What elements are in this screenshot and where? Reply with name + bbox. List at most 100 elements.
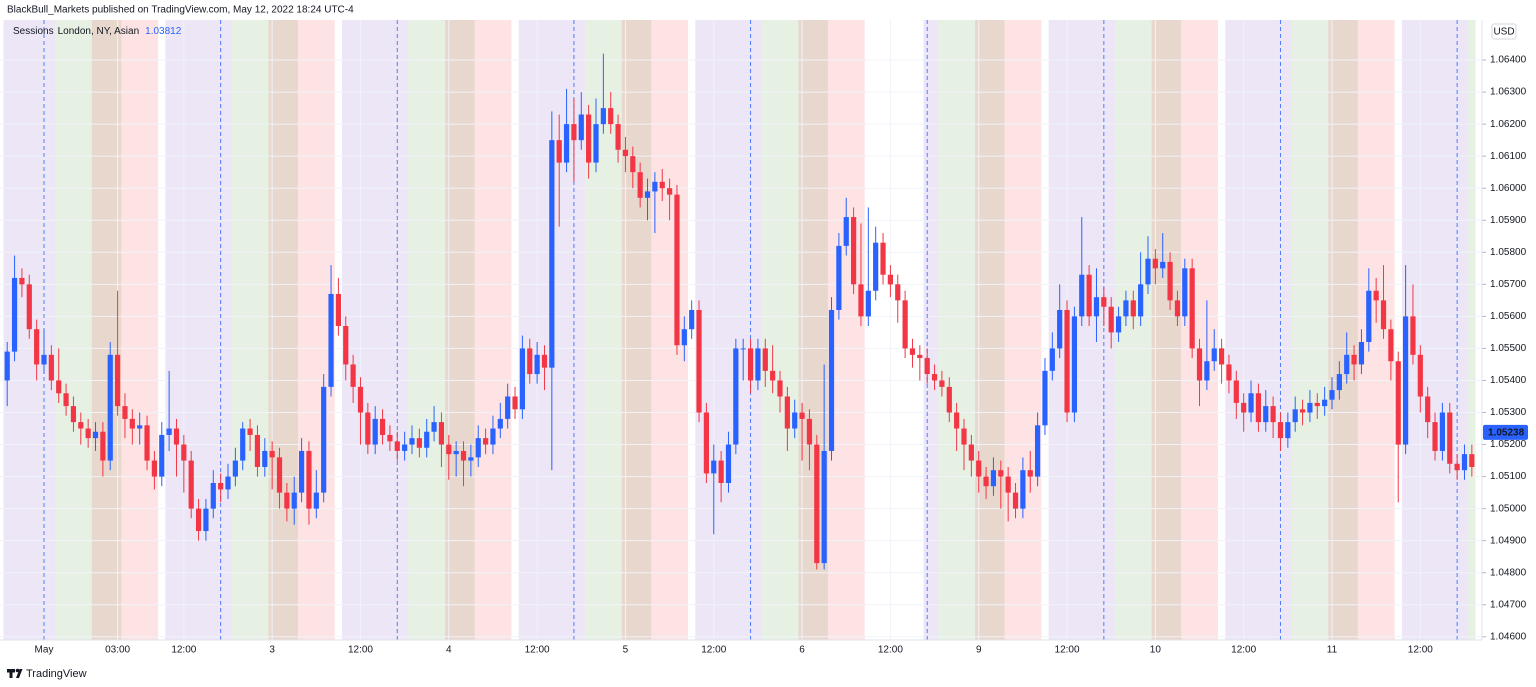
candle-body bbox=[851, 217, 857, 285]
session-band bbox=[445, 20, 512, 640]
session-band bbox=[1291, 20, 1358, 640]
session-band bbox=[695, 20, 762, 640]
candle-body bbox=[210, 482, 216, 509]
y-tick-label: 1.05800 bbox=[1490, 247, 1527, 258]
x-tick-label: 12:00 bbox=[525, 645, 550, 656]
candle-body bbox=[92, 431, 99, 439]
candle-body bbox=[357, 386, 364, 413]
candle-body bbox=[681, 329, 687, 346]
x-tick-label: 12:00 bbox=[348, 645, 373, 656]
candle-body bbox=[409, 438, 415, 445]
candle-body bbox=[836, 245, 842, 310]
candle-body bbox=[747, 348, 754, 381]
candle-body bbox=[137, 425, 143, 429]
candle-body bbox=[740, 348, 746, 350]
candle-body bbox=[1469, 454, 1475, 467]
session-band bbox=[165, 20, 232, 640]
candle-body bbox=[652, 181, 658, 192]
candle-body bbox=[770, 370, 776, 381]
candle-body bbox=[107, 354, 113, 461]
currency-box[interactable] bbox=[1491, 23, 1517, 40]
candle-body bbox=[262, 450, 268, 467]
candle-body bbox=[365, 412, 371, 445]
header: BlackBull_Markets published on TradingVi… bbox=[7, 5, 354, 16]
session-band bbox=[268, 20, 335, 640]
candle-body bbox=[689, 309, 695, 330]
candle-body bbox=[1395, 361, 1401, 445]
footer: TradingView bbox=[26, 668, 87, 680]
candle-body bbox=[821, 450, 827, 564]
candle-body bbox=[1130, 300, 1136, 317]
candle-body bbox=[1189, 268, 1195, 349]
candle-body bbox=[1425, 396, 1431, 423]
candle-body bbox=[1270, 406, 1276, 423]
candle-body bbox=[431, 422, 437, 432]
candle-body bbox=[902, 300, 908, 349]
x-tick-label: 5 bbox=[623, 645, 629, 656]
candle-body bbox=[806, 418, 813, 445]
candle-body bbox=[644, 191, 651, 198]
indicator-value: 1.03812 bbox=[145, 26, 182, 37]
candle-body bbox=[306, 450, 312, 509]
candle-body bbox=[56, 380, 62, 394]
candle-body bbox=[424, 431, 430, 448]
last-price-label: 1.05238 bbox=[1488, 428, 1525, 439]
candle-body bbox=[1322, 399, 1328, 407]
currency[interactable]: USD bbox=[1493, 27, 1514, 38]
candle-body bbox=[622, 149, 629, 157]
candle-body bbox=[225, 476, 231, 490]
x-tick-label: 6 bbox=[799, 645, 805, 656]
candle-body bbox=[350, 364, 356, 387]
candle-body bbox=[1005, 476, 1011, 493]
candle-body bbox=[122, 406, 128, 419]
session-band bbox=[1151, 20, 1218, 640]
candle-body bbox=[1174, 300, 1181, 317]
candle-body bbox=[659, 181, 665, 189]
candle-body bbox=[438, 422, 445, 445]
candle-body bbox=[1152, 258, 1158, 269]
session-band bbox=[975, 20, 1042, 640]
candle-body bbox=[865, 290, 871, 317]
candle-body bbox=[181, 444, 187, 461]
candle-body bbox=[313, 492, 319, 509]
y-tick-label: 1.04800 bbox=[1490, 567, 1527, 578]
session-layer bbox=[3, 20, 1476, 640]
candle-body bbox=[379, 418, 386, 435]
y-tick-label: 1.04700 bbox=[1490, 599, 1527, 610]
candle-body bbox=[1344, 354, 1350, 375]
session-band bbox=[91, 20, 159, 640]
candle-body bbox=[1071, 316, 1077, 413]
candle-body bbox=[1182, 268, 1188, 317]
candle-body bbox=[1167, 261, 1173, 301]
candle-body bbox=[895, 284, 901, 301]
candle-body bbox=[637, 172, 643, 198]
candle-body bbox=[394, 441, 400, 451]
tradingview-logo bbox=[7, 668, 23, 678]
candle-body bbox=[144, 425, 150, 461]
candle-body bbox=[1299, 409, 1306, 413]
candle-body bbox=[990, 470, 997, 487]
x-tick-label: 9 bbox=[976, 645, 982, 656]
x-tick-label: 12:00 bbox=[1408, 645, 1433, 656]
y-tick-label: 1.06300 bbox=[1490, 87, 1527, 98]
candle-body bbox=[19, 277, 25, 285]
y-tick-label: 1.05500 bbox=[1490, 343, 1527, 354]
candle-body bbox=[1366, 290, 1372, 343]
candle-body bbox=[1241, 402, 1247, 413]
y-tick-label: 1.05400 bbox=[1490, 375, 1527, 386]
candle-body bbox=[762, 348, 768, 371]
candle-body bbox=[600, 108, 606, 125]
x-tick-label: 3 bbox=[269, 645, 275, 656]
candle-body bbox=[843, 217, 849, 246]
x-tick-label: 4 bbox=[446, 645, 452, 656]
candle-body bbox=[446, 444, 452, 455]
candle-body bbox=[1277, 422, 1284, 439]
candle-body bbox=[232, 460, 238, 477]
candle-body bbox=[497, 418, 503, 429]
candle-body bbox=[343, 325, 349, 365]
candle-body bbox=[909, 348, 916, 355]
candle-body bbox=[1079, 274, 1085, 317]
y-tick-label: 1.05300 bbox=[1490, 407, 1527, 418]
candle-body bbox=[1285, 422, 1291, 439]
candle-body bbox=[1263, 406, 1269, 423]
